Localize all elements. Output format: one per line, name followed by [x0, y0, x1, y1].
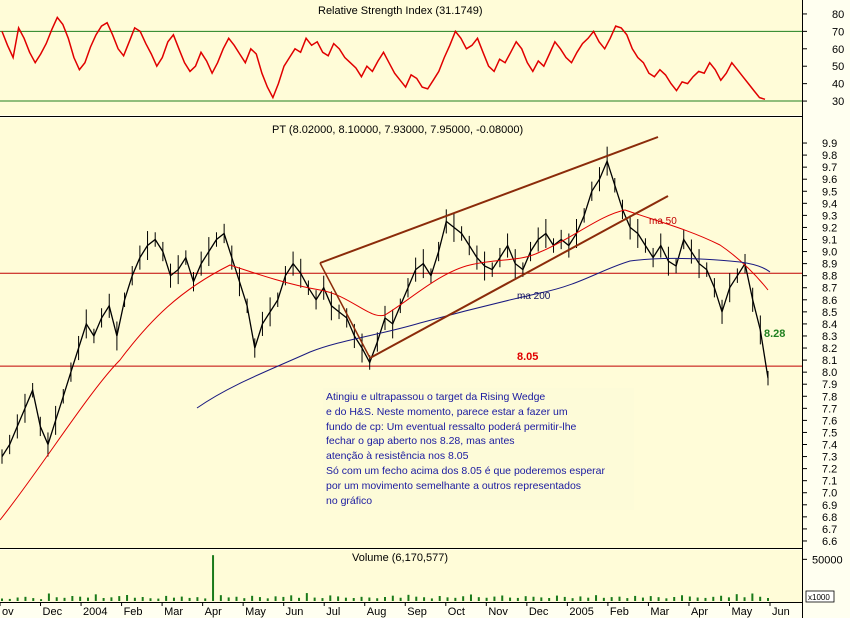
- rsi-tick-label: 80: [832, 9, 844, 21]
- ma200-line: [196, 257, 771, 409]
- price-tick-label: 7.0: [822, 488, 837, 500]
- price-tick-label: 6.8: [822, 512, 837, 524]
- volume-unit-label: x1000: [808, 593, 830, 602]
- x-tick-label: Feb: [124, 606, 143, 618]
- volume-bars: [1, 555, 769, 601]
- wedge-left-edge: [319, 262, 371, 359]
- price-tick-label: 7.3: [822, 452, 837, 464]
- price-tick-label: 8.1: [822, 355, 837, 367]
- rsi-line: [1, 15, 766, 101]
- x-tick-label: Sep: [407, 606, 427, 618]
- price-tick-label: 6.9: [822, 500, 837, 512]
- note-line: no gráfico: [326, 494, 373, 507]
- price-tick-label: 9.4: [822, 198, 837, 210]
- wedge-upper-trendline: [319, 136, 659, 264]
- price-tick-label: 7.6: [822, 415, 837, 427]
- rsi-tick-label: 40: [832, 79, 844, 91]
- x-tick-label: Oct: [448, 606, 465, 618]
- price-tick-label: 9.2: [822, 222, 837, 234]
- price-tick-label: 8.9: [822, 259, 837, 271]
- x-axis: ov Dec 2004 Feb Mar Apr May Jun Jul Aug Sep Oct Nov D…: [0, 602, 790, 618]
- x-tick-label: Dec: [43, 606, 63, 618]
- price-tick-label: 8.0: [822, 367, 837, 379]
- volume-tick-label: 50000: [812, 554, 843, 566]
- level-805-label: 8.05: [517, 351, 538, 363]
- price-y-axis: 9.99.89.79.69.59.49.39.29.19.08.98.88.78…: [802, 138, 837, 548]
- price-tick-label: 7.2: [822, 464, 837, 476]
- price-tick-label: 8.4: [822, 319, 837, 331]
- level-828-label: 8.28: [764, 328, 785, 340]
- price-tick-label: 7.8: [822, 391, 837, 403]
- x-tick-label: Nov: [488, 606, 508, 618]
- price-tick-label: 7.1: [822, 476, 837, 488]
- rsi-y-axis: 80 70 60 50 40 30: [802, 9, 844, 108]
- x-tick-label: Jul: [326, 606, 340, 618]
- note-line: Atingiu e ultrapassou o target da Rising…: [326, 391, 546, 403]
- x-tick-label: May: [245, 606, 266, 618]
- price-tick-label: 9.3: [822, 210, 837, 222]
- volume-unit-box: [805, 590, 835, 603]
- note-line: e do H&S. Neste momento, parece estar a …: [326, 405, 568, 418]
- price-series: [1, 146, 769, 464]
- rsi-tick-label: 70: [832, 26, 844, 38]
- x-tick-label: Feb: [610, 606, 629, 618]
- rsi-title: Relative Strength Index (31.1749): [318, 5, 483, 17]
- price-tick-label: 9.5: [822, 186, 837, 198]
- price-tick-label: 8.7: [822, 283, 837, 295]
- x-tick-label: Aug: [367, 606, 387, 618]
- x-tick-label: Jun: [286, 606, 304, 618]
- price-tick-label: 9.0: [822, 247, 837, 259]
- price-tick-label: 7.7: [822, 403, 837, 415]
- x-tick-label: Mar: [650, 606, 669, 618]
- x-tick-label: 2005: [569, 606, 593, 618]
- volume-panel-bg: [0, 550, 802, 602]
- rsi-tick-label: 30: [832, 96, 844, 108]
- x-tick-label: Mar: [164, 606, 183, 618]
- x-tick-label: Apr: [205, 606, 222, 618]
- wedge-lower-trendline: [369, 195, 669, 359]
- price-tick-label: 8.8: [822, 271, 837, 283]
- note-line: fundo de cp: Um eventual ressalto poderá…: [326, 420, 577, 433]
- x-tick-label: Dec: [529, 606, 549, 618]
- volume-title: Volume (6,170,577): [352, 552, 448, 564]
- price-tick-label: 7.9: [822, 379, 837, 391]
- price-tick-label: 6.6: [822, 536, 837, 548]
- rsi-tick-label: 60: [832, 44, 844, 56]
- note-line: Só com um fecho acima dos 8.05 é que pod…: [326, 464, 605, 477]
- rsi-panel-bg: [0, 0, 802, 115]
- price-tick-label: 6.7: [822, 524, 837, 536]
- price-tick-label: 9.9: [822, 138, 837, 150]
- ma50-label: ma 50: [649, 216, 677, 227]
- price-title: PT (8.02000, 8.10000, 7.93000, 7.95000, …: [272, 124, 523, 136]
- rsi-tick-label: 50: [832, 61, 844, 73]
- rsi-series: [1, 15, 766, 101]
- ma200-label: ma 200: [517, 291, 551, 302]
- analysis-note: Atingiu e ultrapassou o target da Rising…: [323, 388, 634, 511]
- price-tick-label: 9.1: [822, 235, 837, 247]
- volume-y-axis: 50000: [802, 554, 843, 566]
- x-tick-label: ov: [2, 606, 14, 618]
- x-tick-label: Apr: [691, 606, 708, 618]
- x-tick-label: May: [731, 606, 752, 618]
- note-line: fechar o gap aberto nos 8.28, mas antes: [326, 435, 515, 448]
- price-tick-label: 8.2: [822, 343, 837, 355]
- note-line: por um movimento semelhante a outros rep…: [326, 479, 582, 492]
- price-tick-label: 9.7: [822, 162, 837, 174]
- price-tick-label: 7.4: [822, 440, 837, 452]
- price-tick-label: 8.5: [822, 307, 837, 319]
- price-tick-label: 9.8: [822, 150, 837, 162]
- note-line: atenção à resistência nos 8.05: [326, 450, 469, 463]
- ma50-line: [0, 209, 769, 521]
- price-tick-label: 8.6: [822, 295, 837, 307]
- price-tick-label: 9.6: [822, 174, 837, 186]
- price-tick-label: 7.5: [822, 427, 837, 439]
- price-tick-label: 8.3: [822, 331, 837, 343]
- x-tick-label: 2004: [83, 606, 107, 618]
- x-tick-label: Jun: [772, 606, 790, 618]
